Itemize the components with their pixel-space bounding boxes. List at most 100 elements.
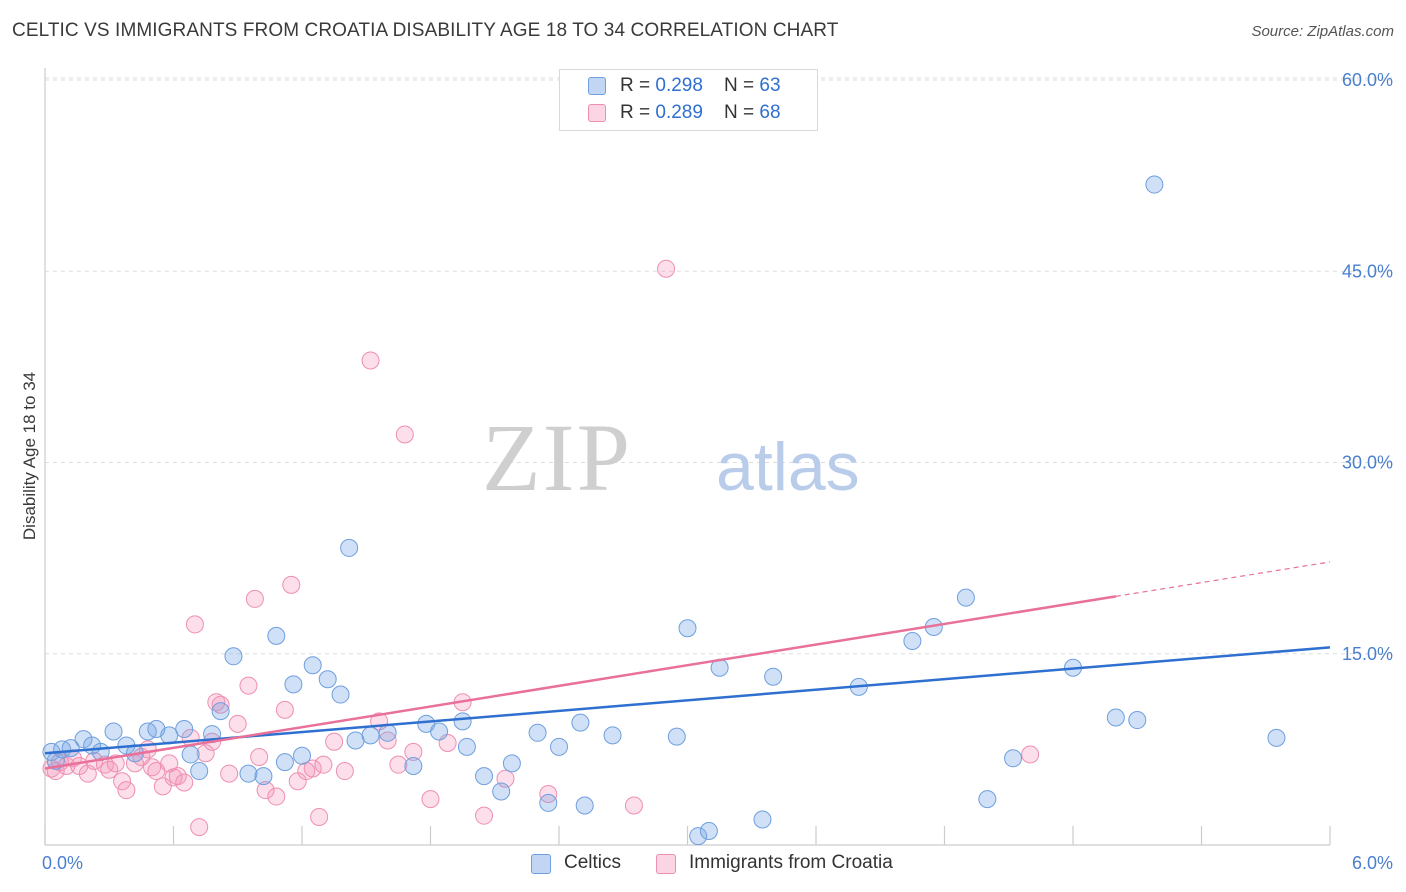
croatia-point (160, 754, 179, 773)
stats-legend: R = 0.298 N = 63 R = 0.289 N = 68 (559, 69, 818, 131)
croatia-point (282, 575, 301, 594)
croatia-point (239, 676, 258, 695)
celtic-point (1267, 728, 1286, 747)
croatia-point (1021, 745, 1040, 764)
croatia-point (421, 790, 440, 809)
legend-n-value: 63 (759, 75, 781, 96)
croatia-point (475, 806, 494, 825)
gridlines (45, 77, 1392, 655)
celtic-point (575, 796, 594, 815)
y-tick-labels: 15.0% 30.0% 45.0% 60.0% (1342, 70, 1393, 664)
celtic-point (603, 726, 622, 745)
celtic-point (224, 647, 243, 666)
croatia-point (275, 700, 294, 719)
celtic-point (211, 702, 230, 721)
celtic-point (190, 762, 209, 781)
trend-lines (44, 561, 1331, 770)
legend-label: Celtics (564, 852, 622, 873)
x-tick-label: 6.0% (1352, 853, 1393, 873)
y-axis-label: Disability Age 18 to 34 (20, 372, 39, 540)
croatia-trend-extension (1115, 561, 1331, 597)
celtic-point (378, 723, 397, 742)
celtic-point (346, 731, 365, 750)
legend-r-label: R = (620, 102, 656, 123)
croatia-point (211, 695, 230, 714)
croatia-point (624, 796, 643, 815)
croatia-point (314, 755, 333, 774)
croatia-point (389, 755, 408, 774)
croatia-point (113, 772, 132, 791)
croatia-point (303, 759, 322, 778)
croatia-point (117, 781, 136, 800)
croatia-point (395, 425, 414, 444)
celtic-point (303, 656, 322, 675)
x-tick-labels: 0.0% 6.0% (42, 853, 1393, 873)
celtic-point (492, 782, 511, 801)
celtic-point (331, 685, 350, 704)
croatia-point (361, 351, 380, 370)
celtic-point (903, 632, 922, 650)
source-label: Source: ZipAtlas.com (1251, 23, 1394, 40)
celtic-point (318, 670, 337, 689)
celtic-point (1106, 708, 1125, 727)
watermark-atlas: atlas (716, 429, 860, 505)
celtic-swatch (588, 77, 606, 95)
watermark: ZIP atlas (482, 404, 860, 511)
axes (44, 68, 1331, 846)
legend-r-value: 0.289 (655, 102, 703, 123)
legend-n-value: 68 (759, 102, 781, 123)
y-tick-label: 30.0% (1342, 453, 1393, 473)
celtic-point (1145, 175, 1164, 194)
y-tick-label: 60.0% (1342, 70, 1393, 90)
celtic-point (667, 727, 686, 746)
celtic-trend-line (44, 646, 1331, 755)
croatia-point (267, 787, 286, 806)
celtic-point (502, 754, 521, 773)
celtic-point (1128, 711, 1147, 730)
croatia-point (378, 731, 397, 750)
croatia-point (657, 259, 676, 278)
croatia-point (100, 760, 119, 779)
celtic-point (404, 756, 423, 775)
celtic-point (475, 767, 494, 786)
croatia-point (250, 748, 269, 767)
y-tick-label: 45.0% (1342, 261, 1393, 281)
celtic-point (340, 538, 359, 557)
celtic-point (267, 626, 286, 645)
croatia-point (325, 732, 344, 751)
celtic-point (678, 619, 697, 638)
celtic-point (571, 713, 590, 732)
celtic-point (1004, 749, 1023, 768)
watermark-zip: ZIP (482, 404, 632, 511)
series-croatia-points (42, 259, 1040, 837)
legend-r-label: R = (620, 75, 656, 96)
celtic-point (175, 719, 194, 738)
celtic-point (457, 737, 476, 756)
celtic-point (453, 712, 472, 731)
x-tick-label: 0.0% (42, 853, 83, 873)
croatia-point (228, 714, 247, 733)
croatia-point (220, 764, 239, 783)
croatia-point (190, 818, 209, 837)
celtic-point (104, 722, 123, 741)
celtic-point (956, 588, 975, 607)
croatia-point (245, 589, 264, 608)
celtic-point (764, 667, 783, 686)
celtic-point (539, 793, 558, 812)
croatia-point (175, 773, 194, 792)
croatia-point (106, 754, 125, 773)
celtic-point (689, 827, 708, 846)
croatia-point (185, 615, 204, 634)
chart-title: CELTIC VS IMMIGRANTS FROM CROATIA DISABI… (12, 20, 839, 41)
celtic-point (978, 790, 997, 809)
croatia-point (168, 767, 187, 786)
legend-label: Immigrants from Croatia (689, 852, 893, 873)
legend-n-label: N = (724, 75, 760, 96)
croatia-point (310, 807, 329, 826)
croatia-point (153, 777, 172, 796)
croatia-point (256, 781, 275, 800)
y-tick-label: 15.0% (1342, 644, 1393, 664)
celtic-point (361, 726, 380, 745)
celtic-point (293, 746, 311, 765)
